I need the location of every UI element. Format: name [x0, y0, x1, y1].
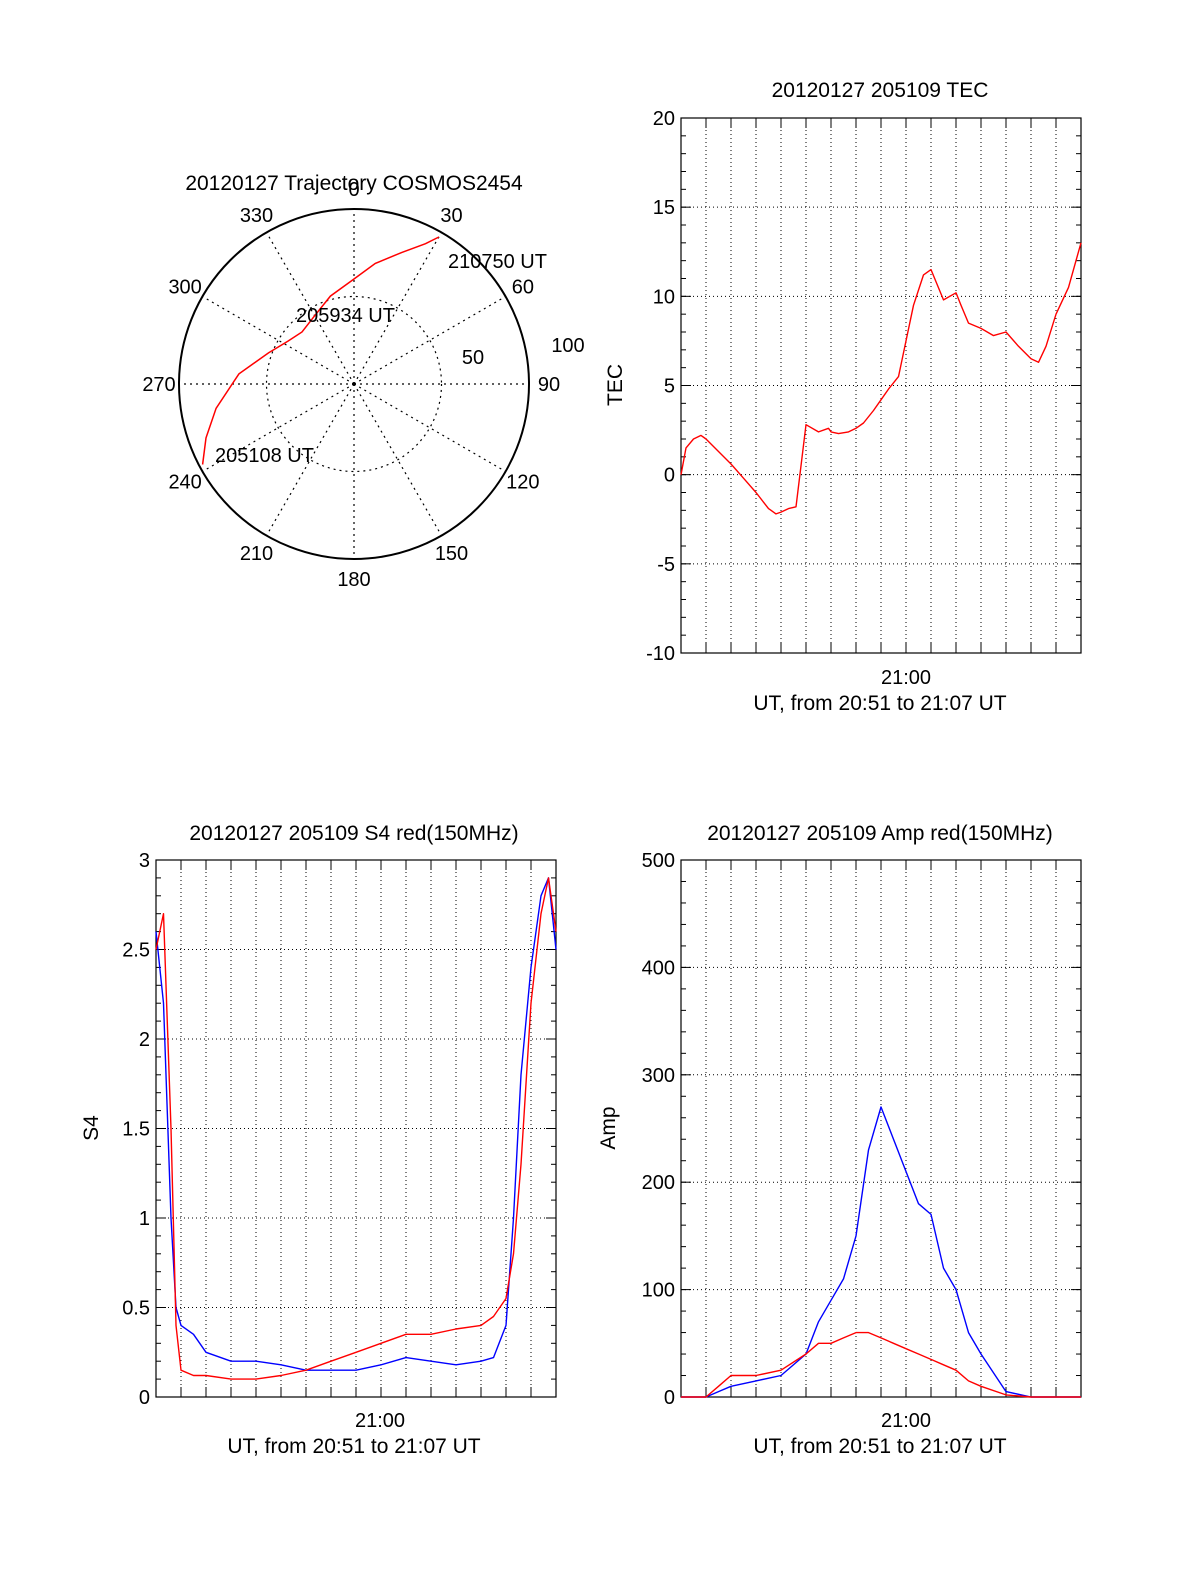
series-line-red: [680, 242, 1082, 515]
y-tick-label: 0.5: [122, 1298, 150, 1320]
polar-angle-label: 180: [337, 569, 370, 591]
polar-angle-label: 120: [506, 472, 539, 494]
plot-frame: [680, 117, 1082, 654]
y-tick-label: 500: [642, 850, 675, 872]
plot-frame: [680, 859, 1082, 1398]
y-tick-label: -10: [646, 643, 675, 665]
tec-xlabel: UT, from 20:51 to 21:07 UT: [753, 692, 1006, 715]
y-tick-label: 1: [139, 1208, 150, 1230]
y-tick-label: 1.5: [122, 1119, 150, 1141]
amp-title: 20120127 205109 Amp red(150MHz): [707, 822, 1053, 845]
s4-xlabel: UT, from 20:51 to 21:07 UT: [227, 1435, 480, 1458]
series-line-red: [681, 1331, 1081, 1398]
tec-series: [680, 242, 1082, 515]
series-line-blue: [155, 877, 557, 1371]
amp-panel: 20120127 205109 Amp red(150MHz) Amp 21:0…: [597, 822, 1082, 1458]
polar-spoke: [353, 383, 506, 473]
y-tick-label: 0: [664, 1387, 675, 1409]
amp-series: [681, 1106, 1081, 1398]
y-tick-label: 5: [664, 376, 675, 398]
y-tick-label: 3: [139, 850, 150, 872]
s4-panel: 20120127 205109 S4 red(150MHz) S4 21:00 …: [80, 822, 557, 1458]
polar-trajectory-line: [201, 236, 440, 465]
y-tick-label: -5: [657, 554, 675, 576]
y-tick-label: 15: [653, 197, 675, 219]
amp-ylabel: Amp: [597, 1106, 620, 1149]
series-line-blue: [681, 1106, 1081, 1398]
y-tick-label: 2.5: [122, 940, 150, 962]
polar-spoke: [202, 383, 355, 473]
y-tick-label: 400: [642, 957, 675, 979]
polar-title: 20120127 Trajectory COSMOS2454: [185, 172, 523, 195]
s4-xtick-label: 21:00: [355, 1410, 405, 1432]
polar-angle-label: 240: [168, 472, 201, 494]
polar-angle-labels: 0 30 60 90 120 150 180 210 240 270 300 330 50 100: [142, 179, 584, 591]
y-tick-label: 100: [642, 1280, 675, 1302]
s4-yticks: 3 2.5 2 1.5 1 0.5 0: [122, 850, 150, 1409]
tec-panel: 20120127 205109 TEC TEC 21:00 UT, from 2…: [604, 79, 1082, 715]
polar-annotation: 205108 UT: [215, 445, 314, 467]
polar-angle-label: 300: [168, 277, 201, 299]
polar-series: [201, 236, 440, 465]
tec-grid: [680, 117, 1082, 654]
tec-xtick-label: 21:00: [881, 667, 931, 689]
amp-grid: [680, 859, 1082, 1398]
y-tick-label: 0: [664, 465, 675, 487]
y-tick-label: 300: [642, 1065, 675, 1087]
y-tick-label: 2: [139, 1029, 150, 1051]
y-tick-label: 200: [642, 1172, 675, 1194]
polar-annotation: 205934 UT: [296, 305, 395, 327]
y-tick-label: 0: [139, 1387, 150, 1409]
polar-angle-label: 330: [240, 205, 273, 227]
polar-angle-label: 60: [512, 277, 534, 299]
tec-yticks: 20 15 10 5 0 -5 -10: [646, 108, 675, 665]
s4-title: 20120127 205109 S4 red(150MHz): [189, 822, 518, 845]
polar-radius-label: 100: [551, 335, 584, 357]
polar-angle-label: 150: [435, 543, 468, 565]
polar-angle-label: 90: [538, 374, 560, 396]
s4-series: [155, 877, 557, 1380]
polar-annotation: 210750 UT: [448, 251, 547, 273]
series-line-red: [155, 877, 557, 1380]
polar-angle-label: 0: [348, 179, 359, 201]
y-tick-label: 20: [653, 108, 675, 130]
polar-grid: [178, 208, 530, 560]
polar-spoke: [265, 383, 355, 536]
polar-angle-label: 30: [440, 205, 462, 227]
polar-trajectory-panel: 20120127 Trajectory COSMOS2454 0 30 60 90 12…: [142, 172, 584, 591]
amp-xlabel: UT, from 20:51 to 21:07 UT: [753, 1435, 1006, 1458]
polar-spoke: [353, 383, 443, 536]
s4-ylabel: S4: [80, 1115, 103, 1141]
plot-frame: [155, 859, 557, 1398]
s4-grid: [155, 859, 557, 1398]
amp-yticks: 500 400 300 200 100 0: [642, 850, 675, 1409]
polar-spoke: [202, 295, 355, 385]
polar-spoke: [353, 232, 443, 385]
polar-radius-label: 50: [462, 347, 484, 369]
polar-annotations: 205108 UT 205934 UT 210750 UT: [215, 251, 547, 467]
amp-xtick-label: 21:00: [881, 1410, 931, 1432]
polar-spoke: [265, 232, 355, 385]
tec-ylabel: TEC: [604, 364, 627, 406]
polar-angle-label: 210: [240, 543, 273, 565]
polar-angle-label: 270: [142, 374, 175, 396]
y-tick-label: 10: [653, 286, 675, 308]
polar-circle-50: [265, 295, 443, 473]
polar-spoke: [353, 295, 506, 385]
tec-title: 20120127 205109 TEC: [772, 79, 989, 102]
